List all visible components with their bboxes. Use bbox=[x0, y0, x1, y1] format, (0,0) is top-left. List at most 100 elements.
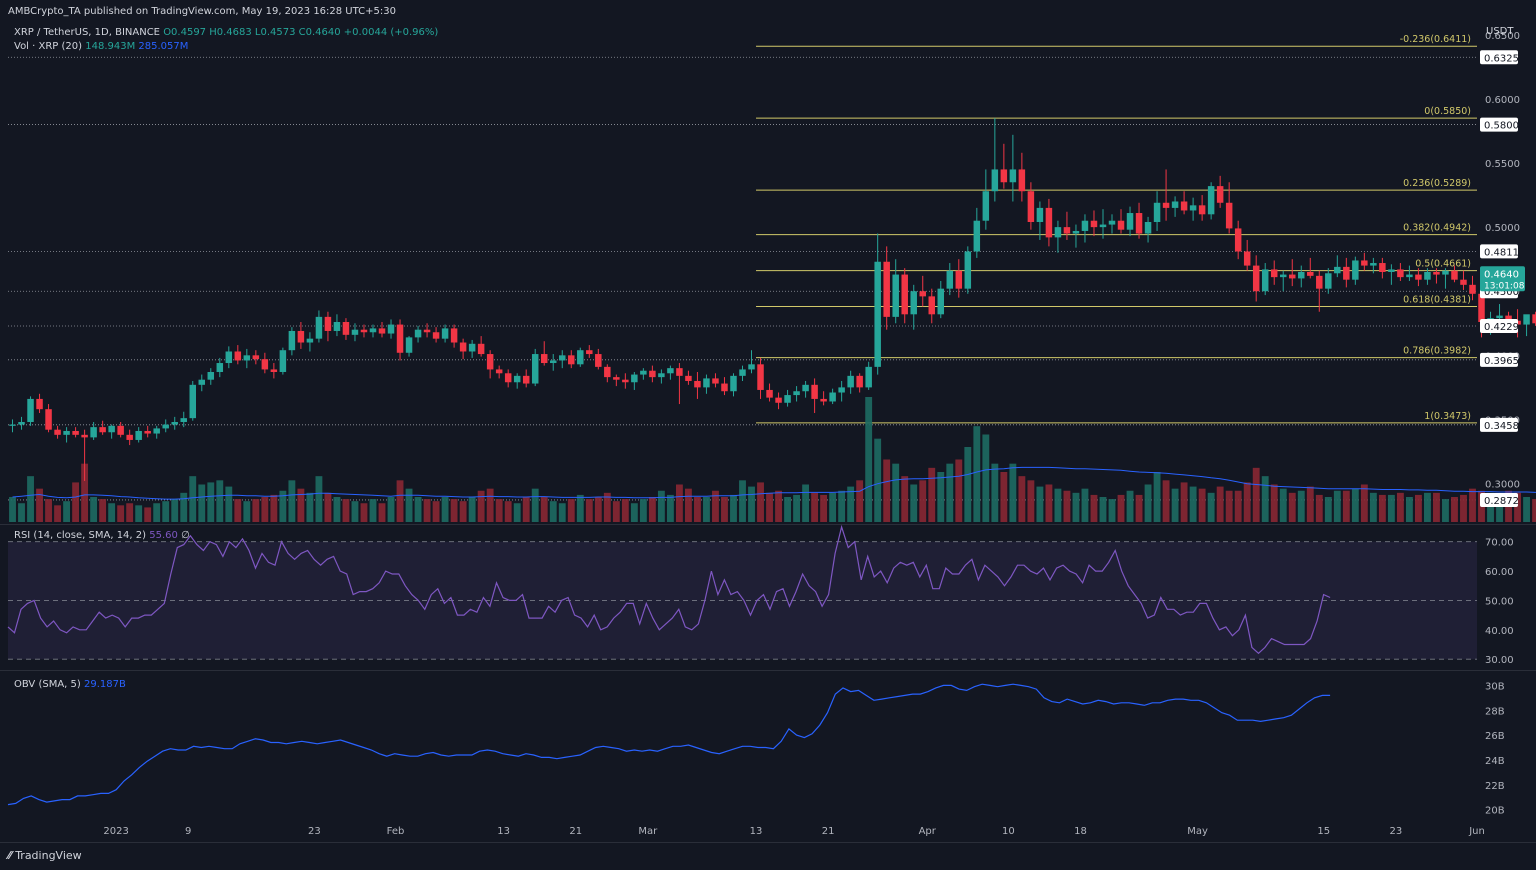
volume-bar bbox=[1469, 488, 1476, 522]
volume-bar bbox=[685, 488, 692, 522]
volume-bar bbox=[1297, 490, 1305, 522]
volume-bar bbox=[63, 501, 71, 522]
volume-bar bbox=[639, 499, 647, 522]
volume-bar bbox=[919, 480, 927, 522]
candle-body bbox=[63, 430, 70, 435]
candle-body bbox=[1018, 169, 1026, 192]
obv-line bbox=[7, 683, 1331, 806]
candle-body bbox=[1370, 263, 1377, 266]
candle-body bbox=[1162, 202, 1170, 208]
candle-body bbox=[495, 369, 503, 374]
rsi-axis-tick: 30.00 bbox=[1485, 655, 1514, 666]
candle-body bbox=[1433, 272, 1440, 275]
volume-bar bbox=[198, 484, 206, 522]
volume-bar bbox=[1045, 484, 1053, 522]
candle-body bbox=[1243, 251, 1251, 266]
candle-body bbox=[162, 424, 169, 429]
price-tag-label: 0.4500 bbox=[1484, 287, 1519, 298]
candle-body bbox=[297, 330, 305, 343]
candle-body bbox=[333, 322, 341, 331]
volume-bar bbox=[712, 490, 719, 522]
candle-body bbox=[486, 354, 494, 370]
candle-body bbox=[1090, 220, 1098, 228]
volume-bar bbox=[1351, 488, 1359, 522]
candle-body bbox=[1180, 201, 1188, 211]
candle-body bbox=[784, 395, 791, 403]
candle-body bbox=[811, 384, 818, 399]
price-tag bbox=[1480, 50, 1518, 65]
candle-body bbox=[1406, 274, 1413, 278]
candle-body bbox=[198, 379, 206, 385]
price-tag-label: 0.6325 bbox=[1484, 53, 1519, 64]
price-tag-label: 0.3965 bbox=[1484, 356, 1519, 367]
price-tag-label: 0.5800 bbox=[1484, 121, 1519, 132]
candle-body bbox=[108, 425, 115, 433]
time-axis-tick: Mar bbox=[638, 826, 658, 837]
volume-bar bbox=[748, 486, 755, 522]
candle-body bbox=[865, 366, 872, 388]
volume-bar bbox=[955, 459, 963, 522]
fib-level-label: 0.382(0.4942) bbox=[1403, 223, 1471, 234]
volume-bar bbox=[1451, 497, 1458, 522]
volume-ma-line bbox=[12, 466, 1536, 500]
time-axis-tick: 15 bbox=[1317, 826, 1330, 837]
candle-body bbox=[441, 328, 449, 339]
volume-bar bbox=[1424, 492, 1431, 522]
candle-body bbox=[1352, 260, 1359, 280]
candle-body bbox=[955, 270, 963, 289]
currency-label: USDT bbox=[1486, 26, 1514, 37]
candle-body bbox=[1099, 224, 1107, 228]
volume-bar bbox=[423, 499, 431, 522]
volume-bar bbox=[378, 503, 386, 522]
volume-bar bbox=[90, 497, 98, 522]
candle-body bbox=[279, 350, 287, 372]
candle-body bbox=[351, 329, 359, 335]
volume-bar bbox=[775, 490, 782, 522]
candle-body bbox=[1153, 202, 1161, 222]
volume-bar bbox=[1442, 499, 1449, 522]
tradingview-logo[interactable]: ⁄⁄ TradingView bbox=[8, 849, 82, 862]
volume-bar bbox=[126, 503, 134, 522]
candle-body bbox=[477, 343, 485, 355]
volume-bar bbox=[1126, 490, 1134, 522]
candle-body bbox=[459, 342, 467, 352]
volume-label: Vol · XRP (20) bbox=[14, 41, 83, 52]
volume-bar bbox=[216, 480, 224, 522]
candle-body bbox=[1460, 279, 1467, 285]
volume-bar bbox=[27, 476, 34, 522]
candle-body bbox=[622, 379, 629, 383]
candle-body bbox=[1126, 213, 1134, 230]
candle-body bbox=[1532, 314, 1536, 324]
candle-body bbox=[1469, 284, 1476, 294]
volume-bar bbox=[324, 492, 332, 522]
time-axis-tick: 10 bbox=[1002, 826, 1015, 837]
volume-bar bbox=[225, 486, 233, 522]
volume-bar bbox=[1496, 497, 1503, 522]
volume-bar bbox=[558, 503, 566, 522]
volume-bar bbox=[486, 488, 494, 522]
candle-body bbox=[586, 350, 593, 355]
volume-bar bbox=[1108, 499, 1116, 522]
candle-body bbox=[1424, 272, 1431, 280]
volume-bar bbox=[766, 492, 773, 522]
volume-bar bbox=[973, 426, 981, 522]
candle-body bbox=[613, 377, 620, 380]
volume-bar bbox=[829, 492, 837, 522]
candle-body bbox=[775, 397, 782, 403]
candle-body bbox=[1027, 191, 1035, 222]
volume-bar bbox=[1288, 492, 1296, 522]
candle-body bbox=[1270, 269, 1278, 278]
fib-level-label: 0.5(0.4661) bbox=[1415, 259, 1471, 270]
obv-axis-tick: 28B bbox=[1485, 706, 1505, 717]
candle-body bbox=[1036, 207, 1044, 222]
candle-body bbox=[1478, 293, 1485, 322]
candle-body bbox=[360, 329, 368, 333]
candle-body bbox=[450, 328, 458, 343]
volume-bar bbox=[1000, 472, 1008, 522]
volume-bar bbox=[703, 497, 710, 522]
candle-body bbox=[1307, 272, 1314, 276]
candle-body bbox=[1388, 269, 1395, 272]
candle-body bbox=[306, 338, 314, 343]
candle-body bbox=[1334, 266, 1341, 274]
